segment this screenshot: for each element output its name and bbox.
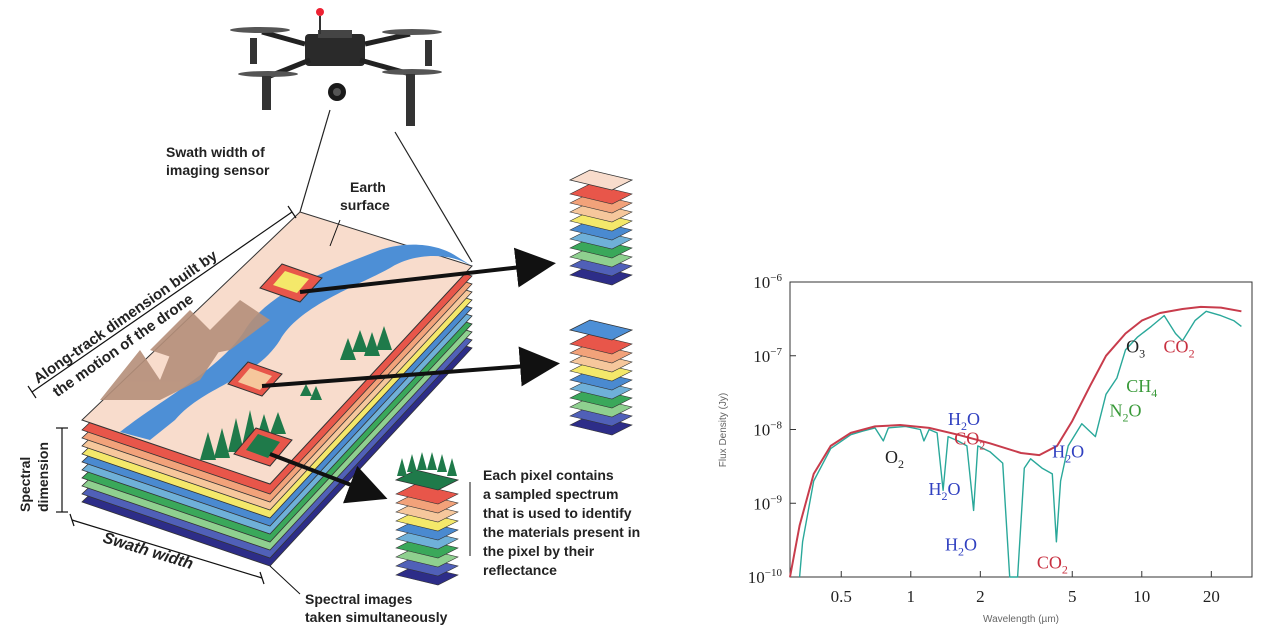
y-tick-label: 10−6 xyxy=(753,272,782,292)
arrow-icon xyxy=(261,346,560,388)
molecule-label: CO2 xyxy=(1037,553,1068,577)
spectral-band xyxy=(569,183,633,205)
pixel-spectrum-stack-mountain xyxy=(568,169,634,286)
pixel-spectrum-stack-water xyxy=(568,319,634,436)
tree-icon xyxy=(427,452,437,470)
drone-icon xyxy=(230,8,442,126)
molecule-label: N2O xyxy=(1109,401,1141,425)
tree-icon xyxy=(407,454,417,472)
x-axis-ticks: 0.5 1 2 5 10 20 xyxy=(831,571,1220,606)
molecule-label: CO2 xyxy=(1164,337,1195,361)
spectral-images-label: Spectral images taken simultaneously xyxy=(305,591,448,625)
molecule-label: O2 xyxy=(885,447,904,471)
earth-surface-label: Earth surface xyxy=(340,179,390,213)
y-tick-label: 10−9 xyxy=(753,493,782,513)
molecule-label: H2O xyxy=(948,409,980,433)
tree-icon xyxy=(447,458,457,476)
x-tick-label: 20 xyxy=(1203,587,1220,606)
tree-icon xyxy=(397,458,407,476)
molecule-label: CH4 xyxy=(1126,376,1157,400)
molecule-label: H2O xyxy=(929,479,961,503)
y-axis-label: Flux Density (Jy) xyxy=(718,393,729,467)
x-tick-label: 5 xyxy=(1068,587,1077,606)
tree-icon xyxy=(437,454,447,472)
molecule-label: H2O xyxy=(1052,441,1084,465)
pixel-top-surface xyxy=(394,469,460,491)
x-axis-label: Wavelength (µm) xyxy=(983,614,1059,625)
x-tick-label: 10 xyxy=(1133,587,1150,606)
spectral-band xyxy=(395,483,459,505)
model-spectrum-line xyxy=(789,305,1242,578)
pixel-description: Each pixel contains a sampled spectrum t… xyxy=(483,467,644,578)
spectral-dimension-label: Spectral dimension xyxy=(17,442,51,512)
tree-icon xyxy=(417,452,427,470)
series-layer xyxy=(789,305,1242,578)
molecule-label: CO2 xyxy=(954,428,985,452)
x-tick-label: 0.5 xyxy=(831,587,852,606)
mountain-icon xyxy=(100,300,270,400)
x-tick-label: 2 xyxy=(976,587,985,606)
y-axis-ticks: 10−10 10−9 10−8 10−7 10−6 xyxy=(748,272,796,587)
observed-spectrum-line xyxy=(798,310,1242,578)
y-tick-label: 10−10 xyxy=(748,567,783,587)
molecule-label: O3 xyxy=(1126,337,1145,361)
molecule-label: H2O xyxy=(945,534,977,558)
swath-sensor-label: Swath width of imaging sensor xyxy=(166,144,270,178)
y-tick-label: 10−8 xyxy=(753,420,782,440)
pixel-top-surface xyxy=(568,169,634,191)
spectral-band xyxy=(569,333,633,355)
y-tick-label: 10−7 xyxy=(753,346,782,366)
arrow-icon xyxy=(269,452,388,504)
river xyxy=(120,244,472,440)
pixel-top-surface xyxy=(568,319,634,341)
pixel-spectrum-stack-forest xyxy=(394,452,460,586)
x-tick-label: 1 xyxy=(907,587,916,606)
arrow-icon xyxy=(299,247,556,294)
